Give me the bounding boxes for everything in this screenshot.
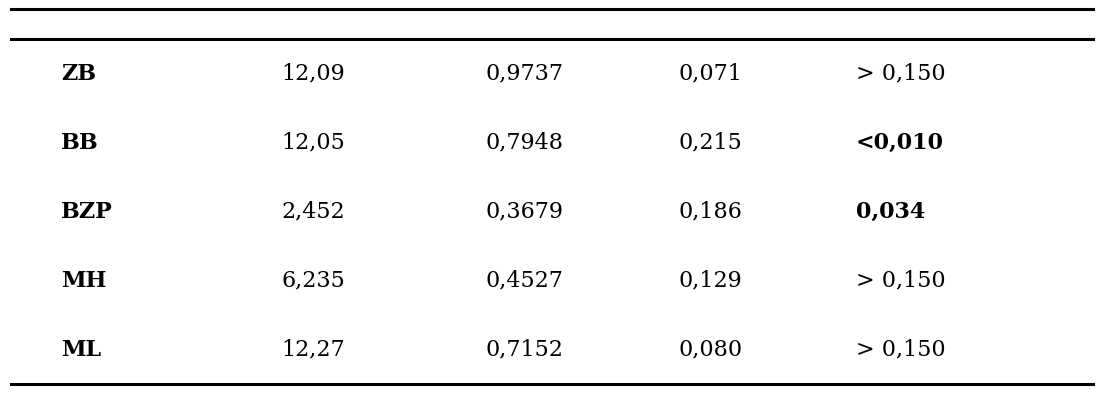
Text: 2,452: 2,452 [282,201,346,223]
Text: ML: ML [61,339,100,361]
Text: 0,034: 0,034 [856,201,925,223]
Text: BB: BB [61,132,98,154]
Text: BZP: BZP [61,201,113,223]
Text: 0,4527: 0,4527 [486,270,564,292]
Text: 12,05: 12,05 [282,132,346,154]
Text: 12,27: 12,27 [282,339,346,361]
Text: 0,9737: 0,9737 [486,63,564,85]
Text: 0,3679: 0,3679 [486,201,564,223]
Text: 0,7152: 0,7152 [486,339,564,361]
Text: 0,7948: 0,7948 [486,132,564,154]
Text: 0,129: 0,129 [679,270,743,292]
Text: 0,071: 0,071 [679,63,743,85]
Text: 0,215: 0,215 [679,132,743,154]
Text: MH: MH [61,270,106,292]
Text: 0,080: 0,080 [679,339,743,361]
Text: 12,09: 12,09 [282,63,346,85]
Text: > 0,150: > 0,150 [856,339,945,361]
Text: 0,186: 0,186 [679,201,743,223]
Text: <0,010: <0,010 [856,132,944,154]
Text: > 0,150: > 0,150 [856,63,945,85]
Text: 6,235: 6,235 [282,270,346,292]
Text: ZB: ZB [61,63,96,85]
Text: > 0,150: > 0,150 [856,270,945,292]
